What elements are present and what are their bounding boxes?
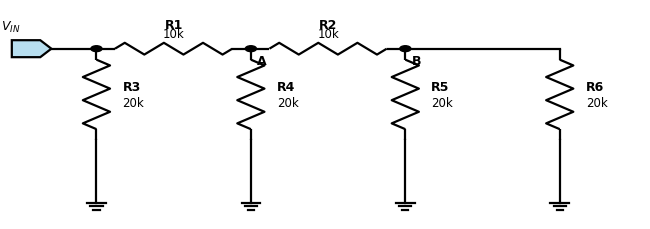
Circle shape bbox=[400, 46, 411, 52]
Text: R5: R5 bbox=[431, 80, 450, 93]
Text: 10k: 10k bbox=[162, 28, 185, 41]
Text: 20k: 20k bbox=[431, 97, 453, 110]
Text: R2: R2 bbox=[319, 19, 337, 32]
Polygon shape bbox=[12, 41, 51, 58]
Circle shape bbox=[91, 46, 102, 52]
Text: R4: R4 bbox=[277, 80, 295, 93]
Text: B: B bbox=[411, 54, 421, 67]
Text: $V_{IN}$: $V_{IN}$ bbox=[1, 20, 20, 35]
Circle shape bbox=[245, 46, 257, 52]
Text: 10k: 10k bbox=[317, 28, 339, 41]
Text: A: A bbox=[257, 54, 266, 67]
Text: 20k: 20k bbox=[586, 97, 608, 110]
Text: R3: R3 bbox=[122, 80, 140, 93]
Text: R6: R6 bbox=[586, 80, 604, 93]
Text: 20k: 20k bbox=[277, 97, 298, 110]
Text: 20k: 20k bbox=[122, 97, 144, 110]
Text: R1: R1 bbox=[164, 19, 183, 32]
